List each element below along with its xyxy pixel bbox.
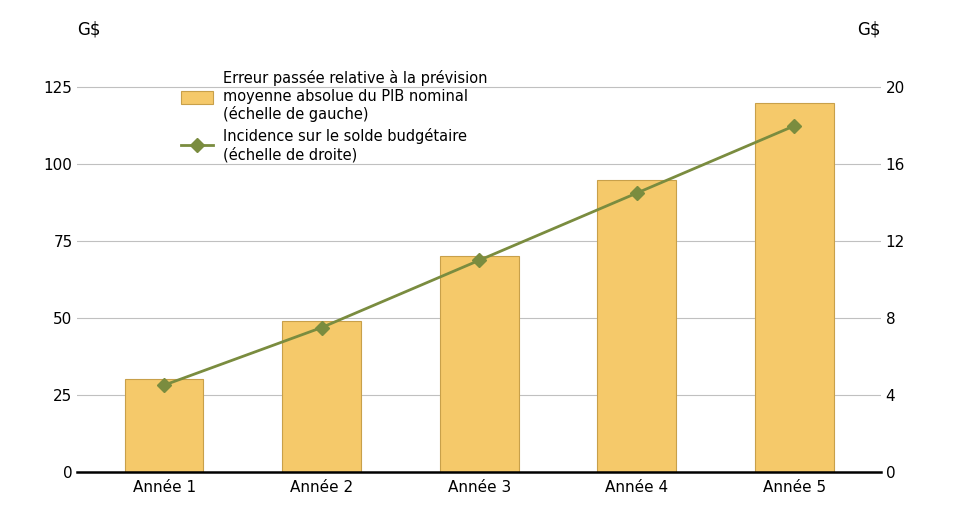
Bar bbox=[283, 321, 361, 472]
Text: G$: G$ bbox=[858, 20, 881, 38]
Text: G$: G$ bbox=[77, 20, 101, 38]
Bar bbox=[125, 379, 203, 472]
Legend: Erreur passée relative à la prévision
moyenne absolue du PIB nominal
(échelle de: Erreur passée relative à la prévision mo… bbox=[181, 70, 488, 162]
Bar bbox=[597, 180, 676, 472]
Bar bbox=[755, 103, 833, 472]
Bar bbox=[439, 256, 519, 472]
